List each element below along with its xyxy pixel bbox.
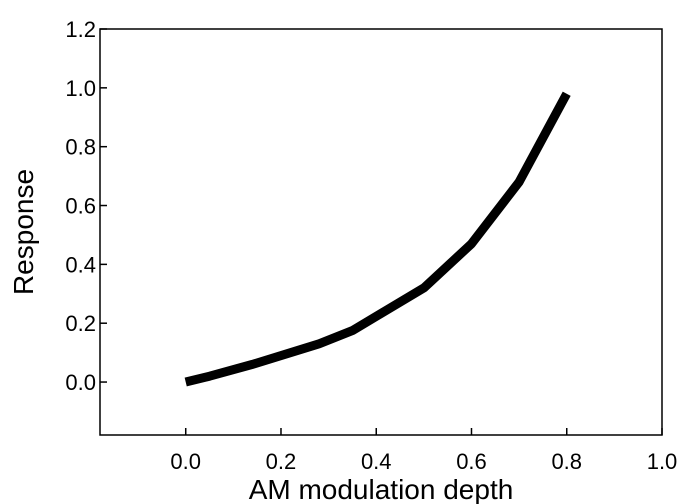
x-axis-label: AM modulation depth — [249, 474, 514, 504]
x-tick-label: 0.8 — [551, 449, 582, 474]
series-line — [184, 91, 571, 387]
plot-frame — [99, 28, 663, 436]
x-tick-label: 0.4 — [361, 449, 392, 474]
x-tick-label: 0.6 — [456, 449, 487, 474]
y-axis-ticks: 0.0 0.2 0.4 0.6 0.8 1.0 1.2 — [65, 17, 107, 395]
x-axis-ticks: 0.0 0.2 0.4 0.6 0.8 1.0 — [170, 428, 677, 474]
y-tick-label: 0.6 — [65, 194, 96, 219]
y-tick-label: 0.2 — [65, 311, 96, 336]
y-tick-label: 0.8 — [65, 135, 96, 160]
x-tick-label: 0.0 — [170, 449, 201, 474]
y-tick-label: 0.0 — [65, 370, 96, 395]
y-axis-label: Response — [8, 169, 39, 295]
x-tick-label: 0.2 — [266, 449, 297, 474]
y-tick-label: 1.2 — [65, 17, 96, 42]
x-tick-label: 1.0 — [647, 449, 678, 474]
y-tick-label: 1.0 — [65, 76, 96, 101]
y-tick-label: 0.4 — [65, 252, 96, 277]
series-layer — [184, 91, 571, 387]
